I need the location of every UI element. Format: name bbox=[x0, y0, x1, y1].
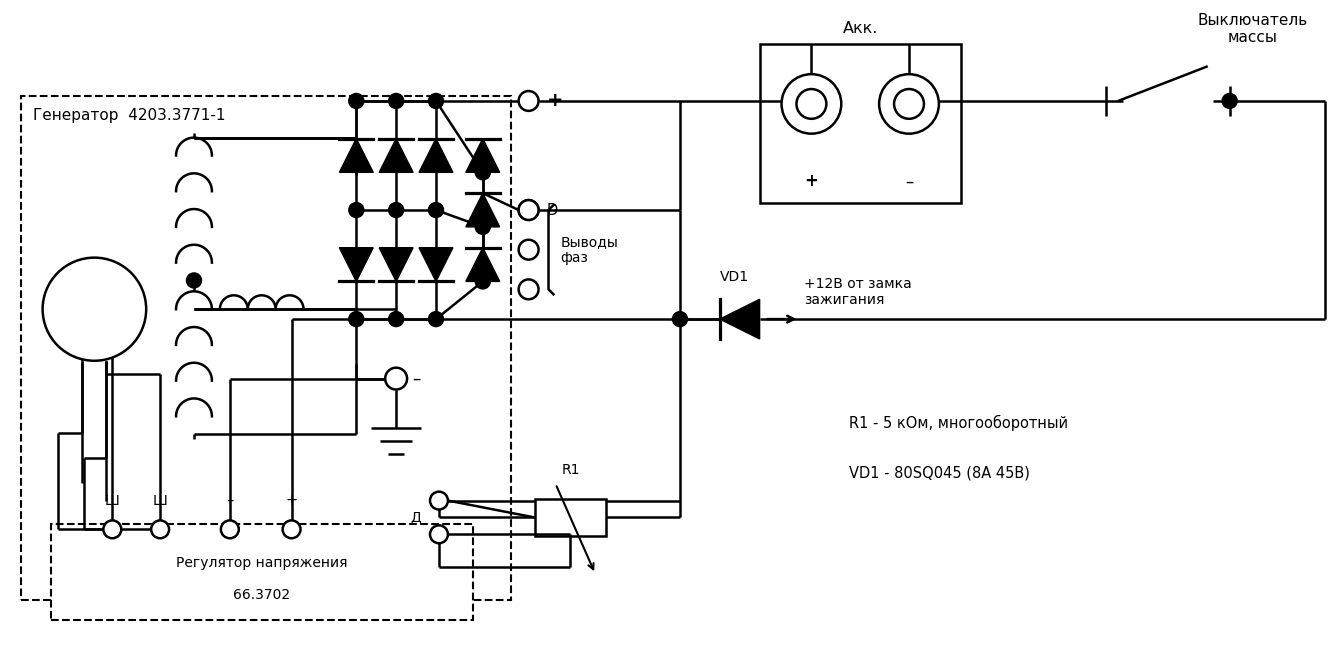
Circle shape bbox=[430, 525, 448, 543]
Polygon shape bbox=[339, 139, 373, 173]
Circle shape bbox=[880, 74, 939, 133]
Text: –: – bbox=[905, 172, 913, 191]
Bar bbox=[20, 96, 511, 600]
Circle shape bbox=[673, 312, 687, 326]
Circle shape bbox=[221, 521, 239, 539]
Polygon shape bbox=[465, 193, 500, 227]
Circle shape bbox=[782, 74, 841, 133]
Circle shape bbox=[429, 312, 443, 326]
Circle shape bbox=[519, 200, 539, 220]
Circle shape bbox=[43, 258, 146, 361]
Polygon shape bbox=[720, 299, 759, 339]
Text: VD1 - 80SQ045 (8А 45В): VD1 - 80SQ045 (8А 45В) bbox=[849, 465, 1030, 480]
Text: Генератор  4203.3771-1: Генератор 4203.3771-1 bbox=[32, 108, 225, 123]
Circle shape bbox=[429, 203, 443, 217]
Polygon shape bbox=[465, 248, 500, 282]
Circle shape bbox=[389, 203, 404, 217]
Circle shape bbox=[186, 274, 201, 288]
Circle shape bbox=[476, 165, 489, 179]
Circle shape bbox=[103, 521, 121, 539]
Text: VD1: VD1 bbox=[720, 270, 750, 284]
Text: Выводы
фаз: Выводы фаз bbox=[561, 234, 618, 265]
Circle shape bbox=[476, 220, 489, 234]
Text: Д: Д bbox=[410, 511, 421, 525]
Text: Выключатель
массы: Выключатель массы bbox=[1198, 13, 1307, 45]
Circle shape bbox=[350, 94, 363, 108]
Text: Акк.: Акк. bbox=[842, 21, 878, 37]
Polygon shape bbox=[380, 139, 413, 173]
Text: R1 - 5 кОм, многооборотный: R1 - 5 кОм, многооборотный bbox=[849, 415, 1069, 432]
Circle shape bbox=[385, 368, 408, 390]
Polygon shape bbox=[418, 139, 453, 173]
Text: R1: R1 bbox=[561, 463, 579, 477]
Text: –: – bbox=[412, 370, 421, 388]
Text: Ш: Ш bbox=[153, 493, 168, 507]
Polygon shape bbox=[465, 139, 500, 173]
Circle shape bbox=[350, 203, 363, 217]
Text: +: + bbox=[286, 493, 298, 507]
Text: Ш: Ш bbox=[105, 493, 119, 507]
Circle shape bbox=[476, 274, 489, 288]
Polygon shape bbox=[418, 248, 453, 282]
Text: Регулятор напряжения: Регулятор напряжения bbox=[176, 556, 347, 570]
Circle shape bbox=[430, 491, 448, 509]
Circle shape bbox=[152, 521, 169, 539]
Circle shape bbox=[389, 94, 404, 108]
Circle shape bbox=[389, 312, 404, 326]
Text: +12В от замка
зажигания: +12В от замка зажигания bbox=[805, 277, 912, 307]
Circle shape bbox=[1223, 94, 1236, 108]
Circle shape bbox=[519, 280, 539, 299]
Circle shape bbox=[283, 521, 300, 539]
Circle shape bbox=[429, 94, 443, 108]
Circle shape bbox=[894, 89, 924, 119]
Text: –: – bbox=[227, 493, 233, 507]
Circle shape bbox=[519, 200, 539, 220]
Circle shape bbox=[350, 312, 363, 326]
Circle shape bbox=[797, 89, 826, 119]
Bar bbox=[759, 44, 960, 203]
Circle shape bbox=[519, 240, 539, 260]
Text: 66.3702: 66.3702 bbox=[233, 588, 290, 602]
Text: +: + bbox=[547, 92, 563, 110]
Circle shape bbox=[519, 91, 539, 111]
Polygon shape bbox=[380, 248, 413, 282]
Bar bbox=[51, 525, 473, 620]
Bar bbox=[535, 499, 606, 537]
Text: D: D bbox=[547, 203, 558, 218]
Text: +: + bbox=[805, 172, 818, 191]
Polygon shape bbox=[339, 248, 373, 282]
